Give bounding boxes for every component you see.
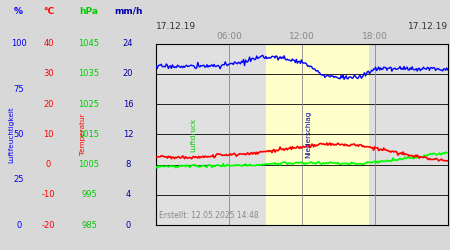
Text: 12: 12	[123, 130, 133, 139]
Bar	[266, 44, 369, 225]
Text: 10: 10	[43, 130, 54, 139]
Text: 16: 16	[123, 100, 133, 109]
Text: 100: 100	[11, 39, 27, 48]
Text: 4: 4	[126, 190, 130, 199]
Text: 25: 25	[14, 175, 24, 184]
Text: °C: °C	[43, 7, 54, 16]
Text: 50: 50	[14, 130, 24, 139]
Text: Erstellt: 12.05.2025 14:48: Erstellt: 12.05.2025 14:48	[159, 210, 259, 220]
Text: Niederschlag: Niederschlag	[305, 111, 311, 158]
Text: 1035: 1035	[78, 70, 99, 78]
Text: Luftdruck: Luftdruck	[190, 117, 197, 152]
Text: mm/h: mm/h	[114, 7, 142, 16]
Text: Luftfeuchtigkeit: Luftfeuchtigkeit	[8, 106, 14, 163]
Text: 30: 30	[43, 70, 54, 78]
Text: %: %	[14, 7, 23, 16]
Text: 40: 40	[43, 39, 54, 48]
Text: 8: 8	[126, 160, 131, 169]
Text: 1045: 1045	[78, 39, 99, 48]
Text: 0: 0	[46, 160, 51, 169]
Text: 75: 75	[14, 84, 24, 94]
Text: 24: 24	[123, 39, 133, 48]
Text: Temperatur: Temperatur	[80, 114, 86, 155]
Text: 985: 985	[81, 220, 97, 230]
Text: 17.12.19: 17.12.19	[156, 22, 196, 31]
Text: 1005: 1005	[78, 160, 99, 169]
Text: 06:00: 06:00	[216, 32, 242, 41]
Text: 12:00: 12:00	[289, 32, 315, 41]
Text: 18:00: 18:00	[362, 32, 388, 41]
Text: -20: -20	[42, 220, 55, 230]
Text: 0: 0	[126, 220, 130, 230]
Text: 17.12.19: 17.12.19	[408, 22, 448, 31]
Text: -10: -10	[42, 190, 55, 199]
Text: hPa: hPa	[80, 7, 99, 16]
Text: 1025: 1025	[78, 100, 99, 109]
Text: 20: 20	[123, 70, 133, 78]
Text: 995: 995	[81, 190, 97, 199]
Text: 1015: 1015	[78, 130, 99, 139]
Text: 0: 0	[16, 220, 21, 230]
Text: 20: 20	[43, 100, 54, 109]
